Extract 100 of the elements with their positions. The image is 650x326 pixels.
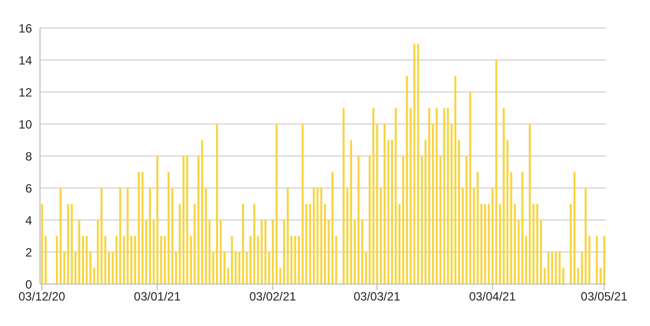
bar bbox=[201, 140, 204, 284]
bar bbox=[168, 172, 170, 284]
y-tick-label: 10 bbox=[18, 117, 32, 132]
bar bbox=[186, 156, 188, 284]
bar bbox=[387, 140, 390, 284]
bar bbox=[134, 236, 136, 284]
bar bbox=[372, 108, 374, 284]
bar bbox=[562, 268, 564, 284]
bar bbox=[230, 236, 233, 284]
bar bbox=[130, 236, 132, 284]
bar bbox=[502, 108, 505, 284]
bar bbox=[551, 252, 554, 284]
bar bbox=[89, 252, 92, 284]
bar bbox=[138, 172, 140, 284]
bar bbox=[312, 188, 315, 284]
bar bbox=[492, 188, 494, 284]
bar bbox=[558, 252, 561, 284]
bar bbox=[283, 220, 286, 284]
bar bbox=[126, 188, 129, 284]
y-tick-label: 12 bbox=[18, 85, 32, 100]
bar bbox=[82, 236, 84, 284]
bar bbox=[469, 92, 472, 284]
bar bbox=[603, 236, 606, 284]
bar bbox=[294, 236, 296, 284]
bar bbox=[413, 44, 416, 284]
bar bbox=[506, 140, 508, 284]
bar bbox=[182, 156, 184, 284]
bar bbox=[417, 44, 420, 284]
bar bbox=[60, 188, 62, 284]
bar bbox=[476, 172, 479, 284]
bar bbox=[391, 140, 394, 284]
bar bbox=[194, 204, 196, 284]
x-tick-label: 03/04/21 bbox=[469, 290, 516, 304]
bar bbox=[250, 236, 252, 284]
bar bbox=[584, 188, 587, 284]
y-tick-label: 14 bbox=[18, 53, 32, 68]
bar bbox=[528, 124, 531, 284]
bar bbox=[286, 188, 289, 284]
bar bbox=[350, 140, 352, 284]
bar bbox=[242, 204, 244, 284]
bar bbox=[276, 124, 278, 284]
bar bbox=[260, 220, 263, 284]
bar bbox=[406, 76, 408, 284]
bar bbox=[446, 108, 449, 284]
bar bbox=[302, 124, 304, 284]
bar bbox=[596, 236, 598, 284]
bar bbox=[342, 108, 345, 284]
bar bbox=[204, 188, 207, 284]
bar bbox=[484, 204, 486, 284]
y-tick-label: 0 bbox=[25, 277, 32, 292]
bar bbox=[142, 172, 144, 284]
y-tick-label: 8 bbox=[25, 149, 32, 164]
bar bbox=[358, 156, 360, 284]
bar bbox=[100, 188, 103, 284]
x-tick-label: 03/01/21 bbox=[134, 290, 181, 304]
bar bbox=[436, 108, 438, 284]
bar bbox=[443, 108, 446, 284]
bar bbox=[70, 204, 73, 284]
bar bbox=[78, 220, 80, 284]
bar bbox=[331, 172, 334, 284]
bar bbox=[514, 204, 516, 284]
bar bbox=[368, 156, 371, 284]
bar bbox=[394, 108, 397, 284]
bar bbox=[316, 188, 319, 284]
bar bbox=[216, 124, 218, 284]
y-tick-label: 6 bbox=[25, 181, 32, 196]
bar bbox=[424, 140, 427, 284]
bar bbox=[86, 236, 88, 284]
bar bbox=[536, 204, 538, 284]
bar bbox=[41, 204, 43, 284]
bar bbox=[588, 236, 590, 284]
bar bbox=[428, 108, 430, 284]
bar bbox=[320, 188, 322, 284]
bar bbox=[104, 236, 106, 284]
y-tick-label: 4 bbox=[25, 213, 32, 228]
bar bbox=[521, 172, 524, 284]
x-tick-label: 03/03/21 bbox=[354, 290, 401, 304]
bar bbox=[495, 60, 498, 284]
bar bbox=[309, 204, 312, 284]
bar bbox=[554, 252, 557, 284]
bar bbox=[305, 204, 308, 284]
y-tick-label: 16 bbox=[18, 21, 32, 36]
bar bbox=[148, 188, 151, 284]
bar bbox=[253, 204, 256, 284]
bar bbox=[402, 156, 404, 284]
bar bbox=[223, 252, 226, 284]
bar bbox=[384, 124, 386, 284]
y-tick-label: 2 bbox=[25, 245, 32, 260]
bar bbox=[156, 156, 158, 284]
x-tick-label: 03/12/20 bbox=[18, 290, 66, 304]
bar bbox=[547, 252, 550, 284]
bar bbox=[119, 188, 122, 284]
x-tick-label: 03/05/21 bbox=[580, 290, 628, 304]
x-tick-label: 03/02/21 bbox=[249, 290, 296, 304]
bar bbox=[171, 188, 174, 284]
bar bbox=[573, 172, 576, 284]
bar bbox=[264, 220, 266, 284]
bar bbox=[454, 76, 456, 284]
bar bbox=[480, 204, 482, 284]
bar bbox=[67, 204, 70, 284]
